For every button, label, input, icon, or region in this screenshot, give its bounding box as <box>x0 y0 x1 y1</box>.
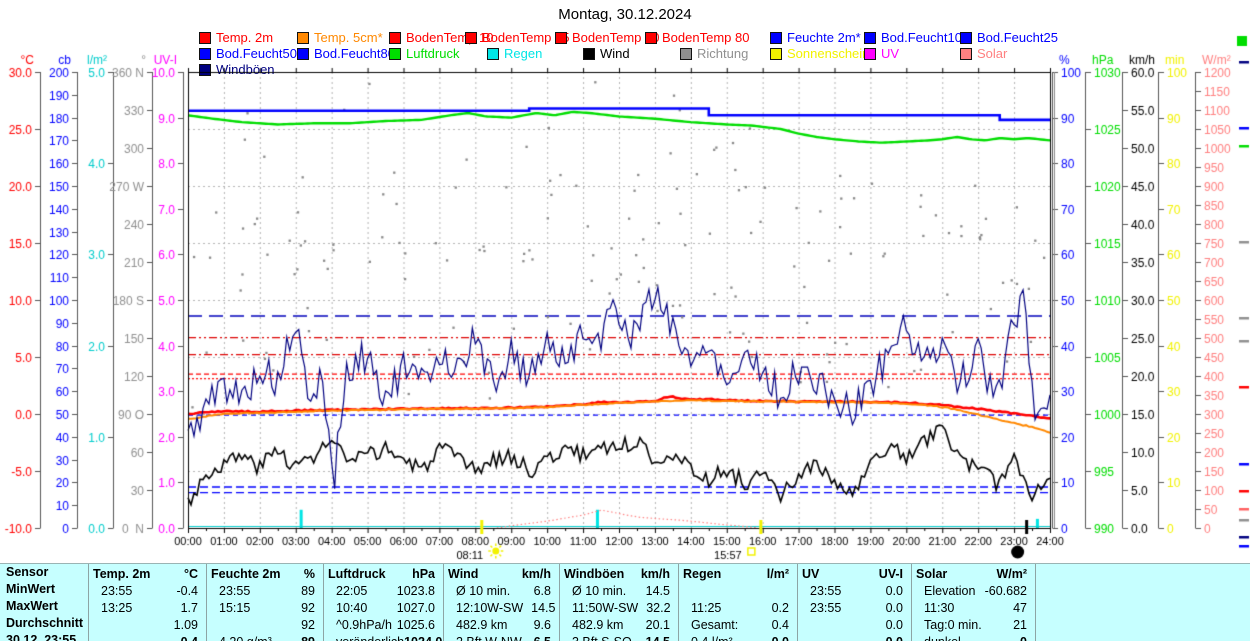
table-cell: veränderlich1024.0 <box>323 633 443 641</box>
table-cell: 482.9 km 9.6 <box>456 617 551 632</box>
table-cell: -0.4 <box>88 633 206 641</box>
table-column-header: Feuchte 2m% <box>211 566 315 581</box>
table-cell <box>678 582 797 599</box>
table-row-label: MinWert <box>6 582 56 596</box>
table-cell: 13:25 1.7 <box>101 600 198 615</box>
table-column-divider <box>1035 564 1036 641</box>
table-column-header: UV UV-I <box>802 566 903 581</box>
table-cell: Ø 10 min. 14.5 <box>572 583 670 598</box>
table-cell: dunkel0 <box>911 633 1035 641</box>
table-cell: 3 Bft S-SO14.5 <box>559 633 678 641</box>
table-cell: 4.20 g/m³89 <box>206 633 323 641</box>
table-cell: 482.9 km 20.1 <box>572 617 670 632</box>
table-cell: 92 <box>301 617 315 632</box>
table-row-label: MaxWert <box>6 599 58 613</box>
summary-table: Sensor MinWert MaxWert Durchschnitt 30.12. 2… <box>0 563 1250 641</box>
table-column-header: Wind km/h <box>448 566 551 581</box>
table-row-label: Durchschnitt <box>6 616 84 630</box>
table-column-header: Regen l/m² <box>683 566 789 581</box>
table-cell: Ø 10 min. 6.8 <box>456 583 551 598</box>
table-cell: 15:15 92 <box>219 600 315 615</box>
table-cell: 10:40 1027.0 <box>336 600 435 615</box>
table-header-sensor: Sensor <box>6 565 49 579</box>
weather-chart-canvas[interactable] <box>0 0 1250 563</box>
table-column-divider <box>678 564 679 641</box>
table-cell: 11:25 0.2 <box>691 600 789 615</box>
table-cell: Gesamt: 0.4 <box>691 617 789 632</box>
table-column-divider <box>911 564 912 641</box>
table-cell: 0.4 l/m²0.0 <box>678 633 797 641</box>
table-cell: 23:55 0.0 <box>810 600 903 615</box>
table-column-header: Windböen km/h <box>564 566 670 581</box>
table-cell: 2 Bft W-NW6.5 <box>443 633 559 641</box>
table-column-divider <box>797 564 798 641</box>
table-cell: 1.09 <box>173 617 198 632</box>
table-column-divider <box>88 564 89 641</box>
table-column-divider <box>206 564 207 641</box>
table-cell: 23:55 -0.4 <box>101 583 198 598</box>
table-cell: 12:10 W-SW 14.5 <box>456 600 556 615</box>
table-column-header: Solar W/m² <box>916 566 1027 581</box>
table-cell: 11:50 W-SW 32.2 <box>572 600 671 615</box>
table-row-label: 30.12. 23:55 <box>6 633 77 641</box>
table-column-header: Temp. 2m °C <box>93 566 198 581</box>
table-cell: 23:55 89 <box>219 583 315 598</box>
table-cell: Elevation -60.682 <box>924 583 1027 598</box>
table-cell: 0.0 <box>885 617 903 632</box>
table-cell: Tag:0 min. 21 <box>924 617 1027 632</box>
table-column-divider <box>443 564 444 641</box>
table-cell: 22:05 1023.8 <box>336 583 435 598</box>
table-cell: 0.0 <box>797 633 911 641</box>
table-cell: 11:30 47 <box>924 600 1027 615</box>
table-column-divider <box>323 564 324 641</box>
table-cell: 23:55 0.0 <box>810 583 903 598</box>
table-cell: ^0.9hPa/h 1025.6 <box>336 617 435 632</box>
table-column-divider <box>559 564 560 641</box>
table-column-header: Luftdruck hPa <box>328 566 435 581</box>
